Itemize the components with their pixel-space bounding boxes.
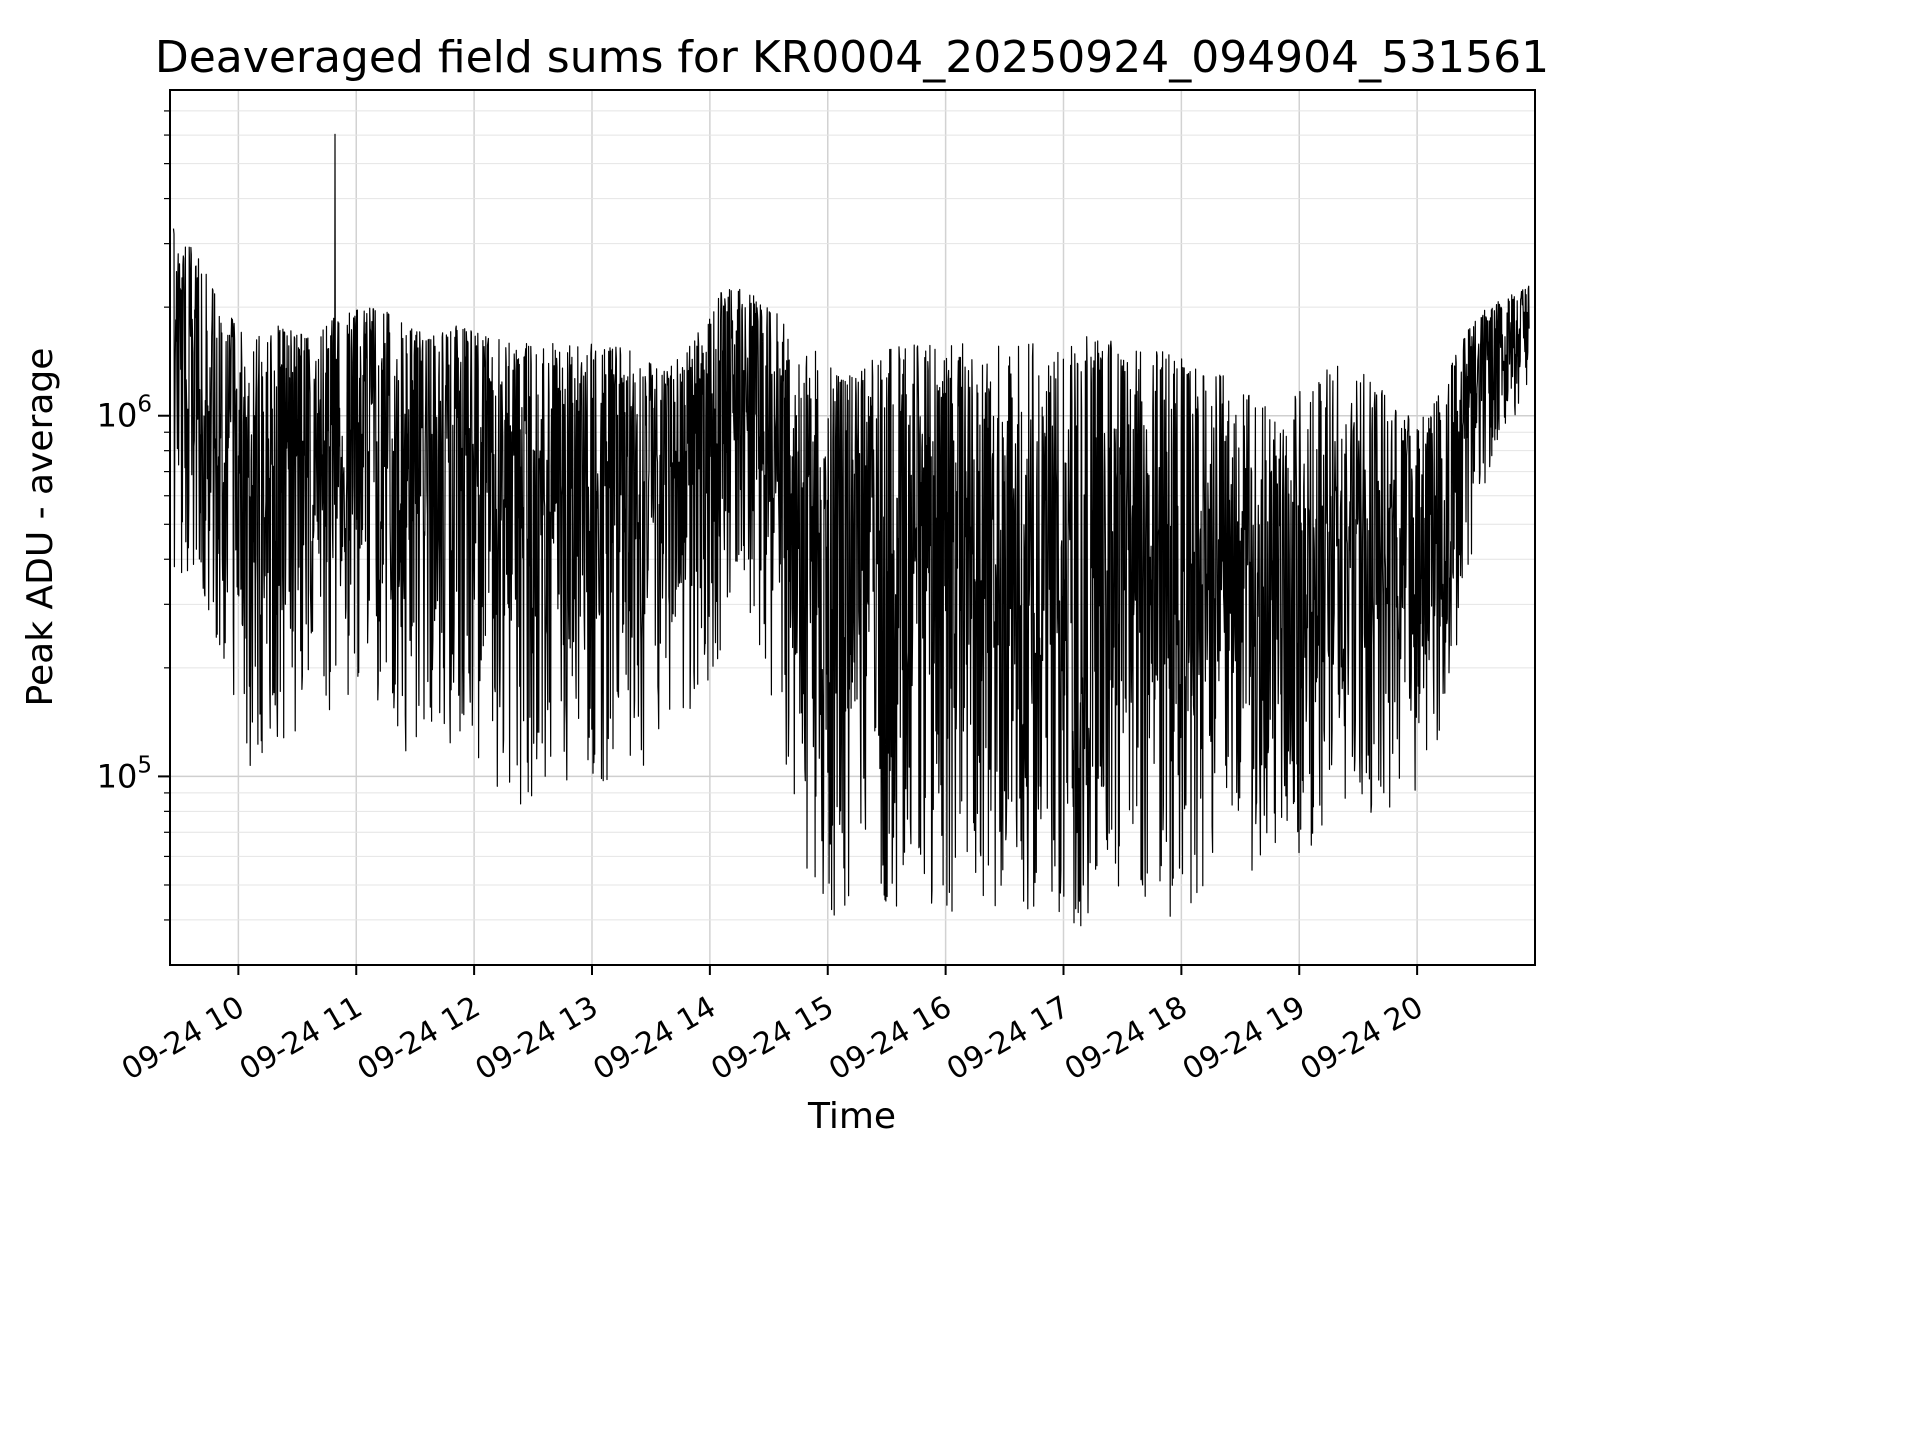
plot-frame <box>169 89 1536 966</box>
x-tick-label: 09-24 12 <box>352 990 486 1088</box>
y-tick-label: 106 <box>97 392 152 435</box>
series-layer <box>172 133 1530 927</box>
x-tick-label: 09-24 10 <box>116 990 250 1088</box>
x-tick-label: 09-24 17 <box>941 990 1075 1088</box>
x-tick-label: 09-24 11 <box>234 990 368 1088</box>
x-tick-label: 09-24 15 <box>705 990 839 1088</box>
x-tick-label: 09-24 14 <box>588 990 722 1088</box>
x-tick-label: 09-24 16 <box>823 990 957 1088</box>
x-tick-label: 09-24 18 <box>1059 990 1193 1088</box>
chart-title: Deaveraged field sums for KR0004_2025092… <box>155 32 1549 83</box>
series-line <box>172 133 1530 927</box>
y-tick-label: 105 <box>97 752 152 795</box>
x-axis-label: Time <box>807 1096 896 1137</box>
x-tick-label: 09-24 20 <box>1295 990 1429 1088</box>
y-axis-label: Peak ADU - average <box>20 348 61 707</box>
x-tick-label: 09-24 13 <box>470 990 604 1088</box>
x-tick-label: 09-24 19 <box>1177 990 1311 1088</box>
